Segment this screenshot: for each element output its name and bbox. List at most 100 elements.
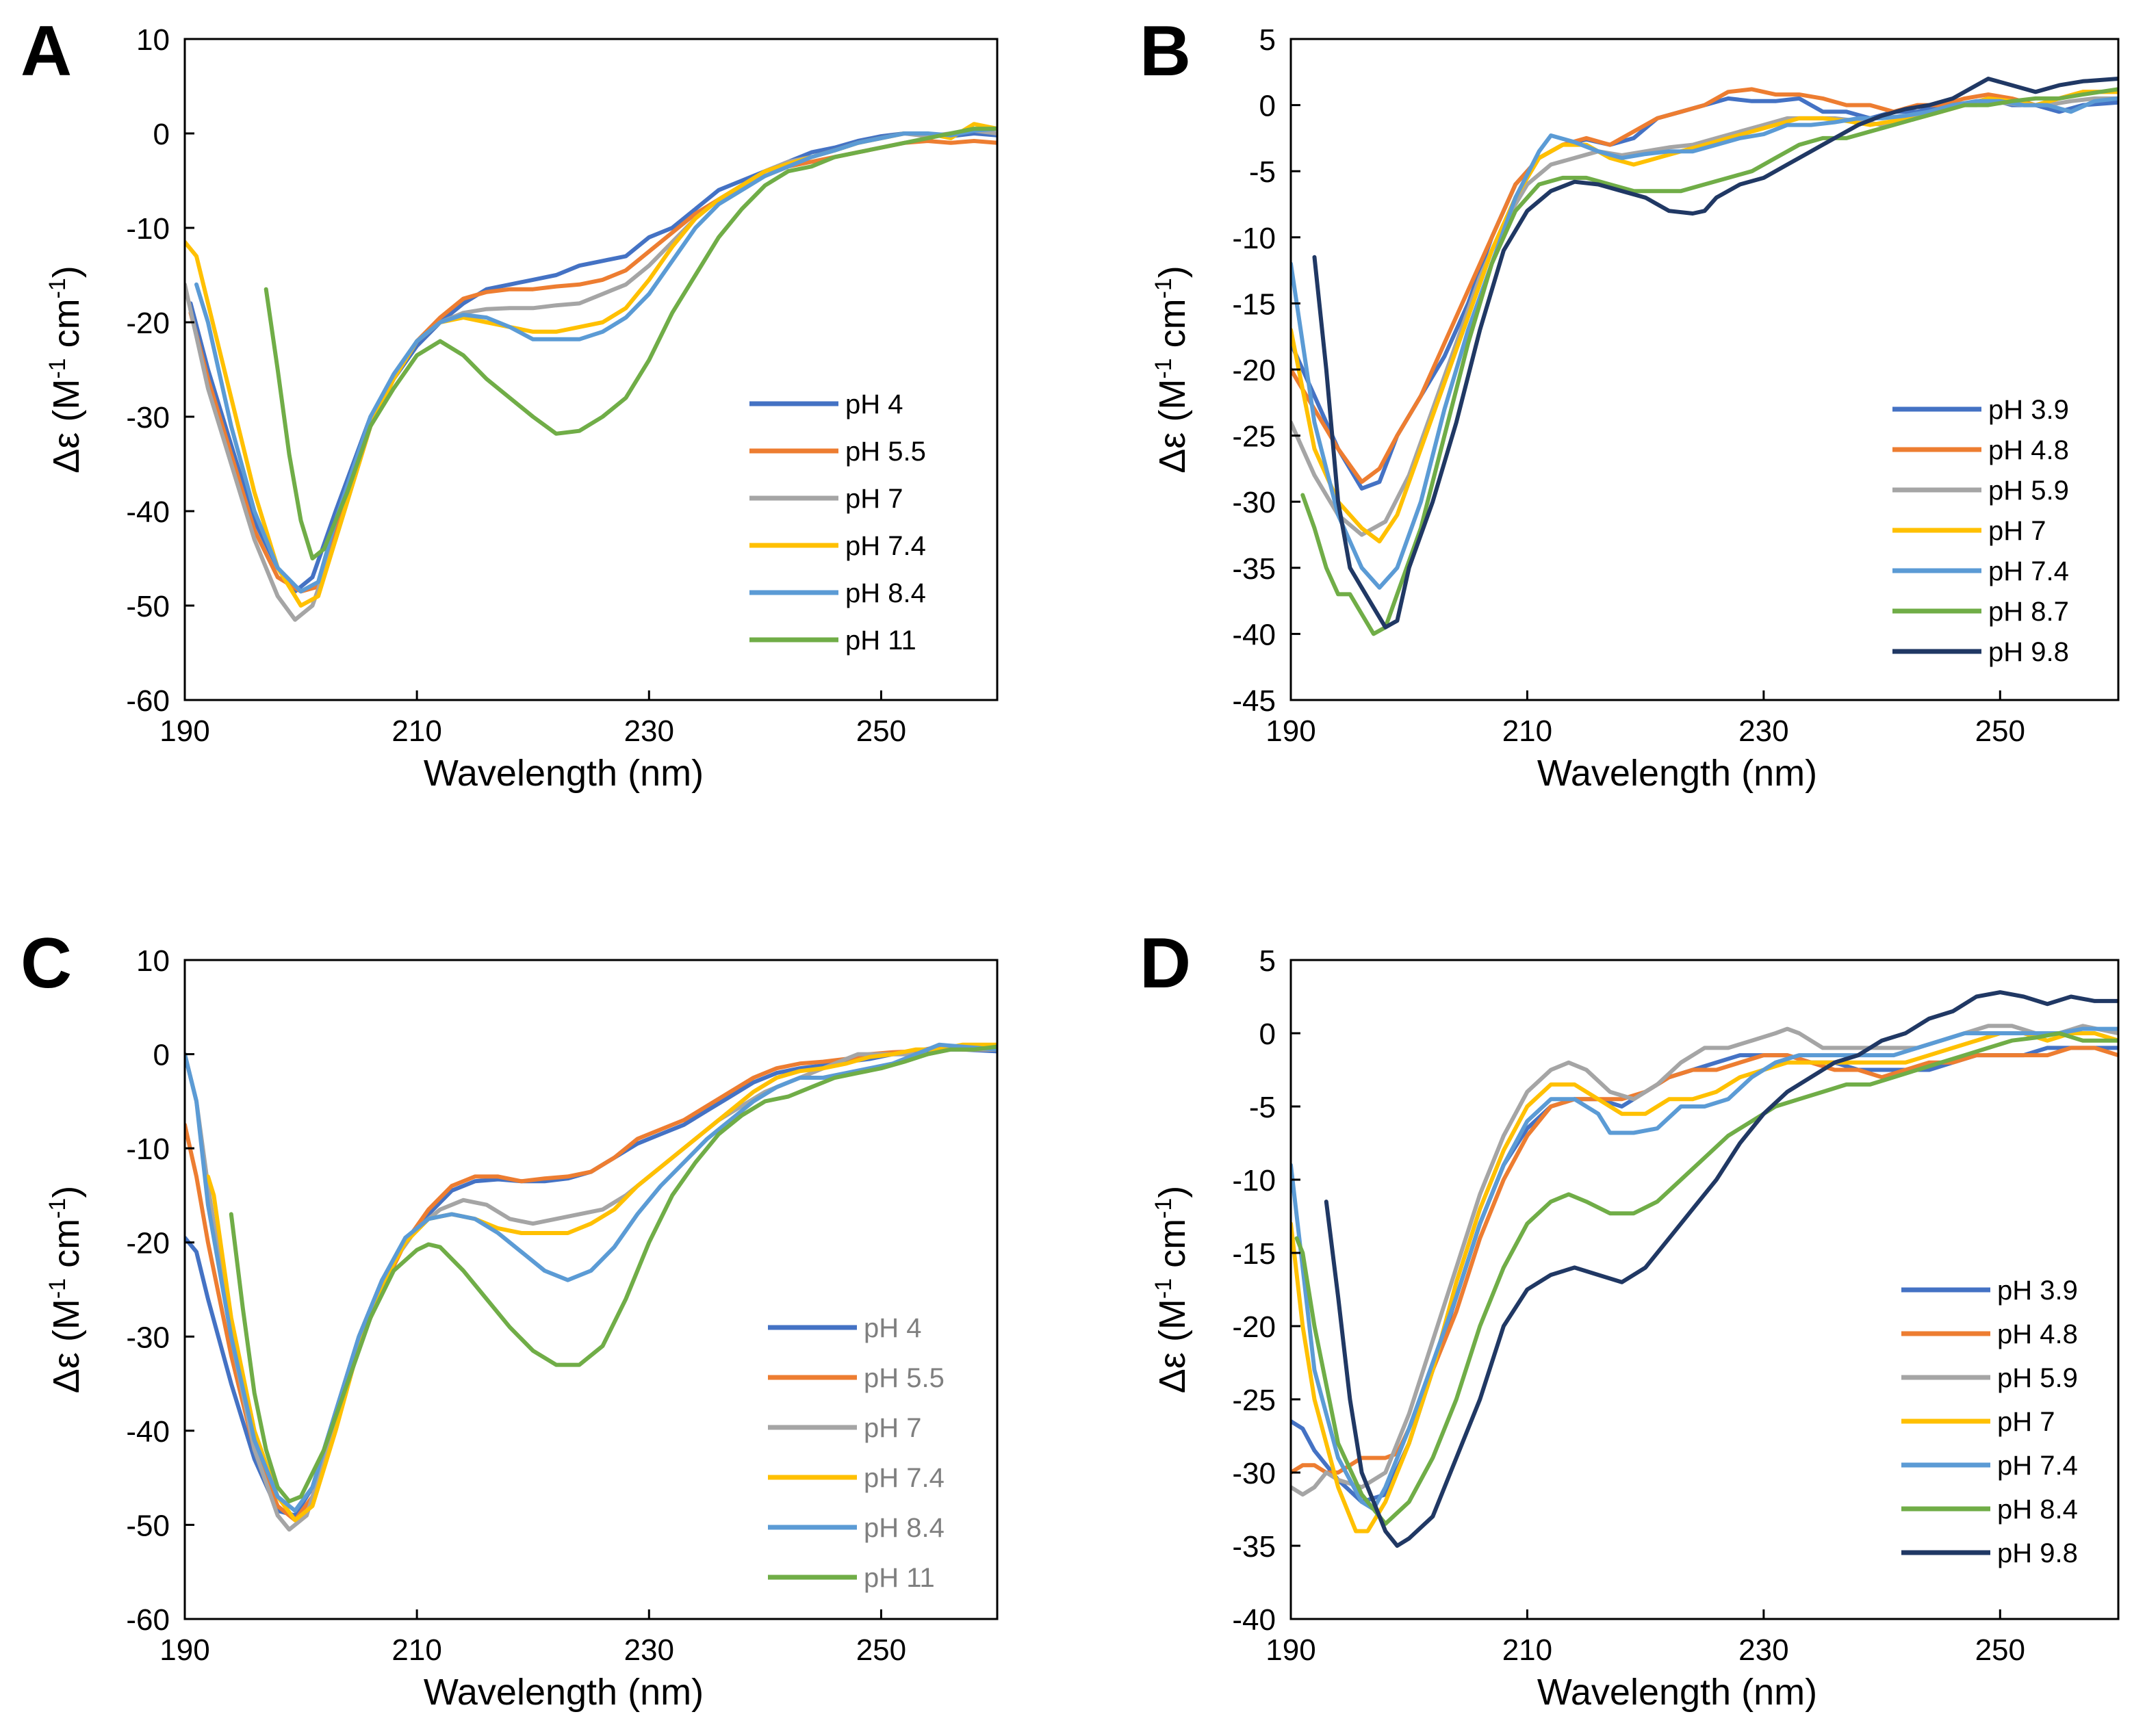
series-line-ph-8_4: [1294, 1031, 2118, 1526]
legend-label: pH 8.4: [1997, 1494, 2078, 1525]
y-axis-label-part: Δε (M: [46, 1299, 87, 1393]
legend-label: pH 7.4: [1988, 556, 2069, 586]
x-tick-label: 230: [1738, 714, 1788, 748]
series-line-ph-8_4: [185, 1042, 997, 1513]
legend-label: pH 11: [864, 1563, 935, 1593]
legend-label: pH 7: [1997, 1407, 2055, 1437]
x-tick-label: 250: [1975, 714, 2025, 748]
legend-label: pH 4: [864, 1313, 922, 1343]
y-tick-label: -40: [1232, 1603, 1276, 1637]
y-axis-label-part: -1: [1151, 278, 1177, 298]
panel-letter: C: [21, 924, 72, 1003]
y-axis-label: Δε (M-1 cm-1): [44, 265, 87, 474]
y-tick-label: -30: [1232, 1457, 1276, 1490]
y-tick-label: -10: [1232, 1164, 1276, 1197]
legend-label: pH 7.4: [864, 1463, 945, 1493]
series-line-ph-7: [1291, 1031, 2118, 1533]
y-tick-label: -45: [1232, 684, 1276, 718]
y-tick-label: 5: [1259, 944, 1276, 978]
legend: pH 3.9 pH 4.8 pH 5.9 pH 7 pH 7.4 pH 8.4 pH 9.8: [1901, 1275, 2078, 1568]
y-tick-label: -20: [126, 1227, 170, 1260]
y-tick-label: -25: [1232, 420, 1276, 454]
y-axis-label-part: cm: [46, 1219, 87, 1278]
legend-label: pH 8.4: [864, 1513, 945, 1543]
y-tick-label: -10: [1232, 222, 1276, 255]
y-tick-label: -40: [126, 1415, 170, 1449]
y-tick-label: -35: [1232, 552, 1276, 586]
y-axis-label-part: -1: [44, 278, 70, 298]
y-tick-label: -20: [126, 307, 170, 340]
series-line-ph-5_5: [188, 139, 997, 594]
series-line-ph-11: [264, 127, 997, 560]
y-axis-label-part: cm: [1152, 298, 1193, 358]
y-axis-label-part: Δε (M: [1152, 1299, 1193, 1393]
x-axis-label: Wavelength (nm): [424, 753, 704, 794]
series-line-ph-7_4: [1291, 1026, 2118, 1512]
plot-frame: [183, 959, 999, 1620]
y-tick-label: -20: [1232, 354, 1276, 387]
legend-label: pH 7: [1988, 516, 2046, 546]
x-axis-label: Wavelength (nm): [1537, 1672, 1817, 1713]
legend-label: pH 3.9: [1988, 395, 2069, 425]
series-line-ph-3_9: [1291, 1046, 2118, 1504]
series-group: [1291, 990, 2118, 1548]
x-tick-label: 190: [1266, 1633, 1315, 1667]
panel-letter: A: [21, 12, 72, 91]
legend-label: pH 4.8: [1997, 1319, 2078, 1349]
y-tick-label: -40: [1232, 618, 1276, 651]
y-axis-label-part: -1: [1151, 1278, 1177, 1299]
y-tick-label: 5: [1259, 23, 1276, 57]
x-tick-label: 210: [391, 1633, 441, 1667]
plot-frame: [1289, 959, 2120, 1620]
x-tick-label: 230: [1738, 1633, 1788, 1667]
x-tick-label: 230: [624, 714, 674, 748]
series-line-ph-9_8: [1324, 990, 2118, 1548]
legend-label: pH 8.4: [845, 578, 926, 608]
panel-letter: D: [1140, 924, 1191, 1003]
x-tick-label: 210: [391, 714, 441, 748]
series-line-ph-7_4: [205, 1042, 997, 1523]
x-tick-label: 210: [1502, 714, 1552, 748]
legend-label: pH 7.4: [845, 531, 926, 561]
legend-label: pH 8.7: [1988, 597, 2069, 627]
legend-label: pH 11: [845, 625, 916, 656]
series-line-ph-3_9: [1291, 96, 2118, 491]
series-line-ph-7: [185, 1047, 997, 1532]
y-axis-label: Δε (M-1 cm-1): [1151, 265, 1193, 474]
series-line-ph-7_4: [1291, 96, 2118, 590]
y-tick-label: -15: [1232, 287, 1276, 321]
legend: pH 4 pH 5.5 pH 7 pH 7.4 pH 8.4 pH 11: [768, 1313, 945, 1593]
y-tick-label: -60: [126, 684, 170, 718]
series-line-ph-7: [1291, 90, 2118, 544]
x-axis-label: Wavelength (nm): [1537, 753, 1817, 794]
legend: pH 4 pH 5.5 pH 7 pH 7.4 pH 8.4 pH 11: [749, 389, 926, 656]
y-axis-label: Δε (M-1 cm-1): [44, 1186, 87, 1394]
series-group: [185, 1042, 997, 1532]
y-tick-label: -10: [126, 1132, 170, 1166]
y-axis-label-part: ): [46, 265, 87, 278]
y-axis-label-part: ): [1152, 1186, 1193, 1198]
y-tick-label: -50: [126, 1509, 170, 1542]
y-axis-label-part: -1: [44, 358, 70, 378]
x-tick-label: 250: [856, 714, 906, 748]
x-tick-label: 250: [1975, 1633, 2025, 1667]
y-tick-label: 0: [153, 1039, 170, 1072]
series-line-ph-11: [229, 1044, 997, 1503]
series-group: [1291, 77, 2118, 636]
series-line-ph-4_8: [1291, 87, 2118, 484]
panel-letter: B: [1140, 12, 1191, 91]
x-tick-label: 210: [1502, 1633, 1552, 1667]
series-line-ph-8_7: [1300, 87, 2118, 636]
series-line-ph-9_8: [1312, 77, 2118, 630]
y-axis-label-part: -1: [44, 1198, 70, 1219]
series-line-ph-5_5: [185, 1044, 997, 1523]
plot-frame: [183, 38, 999, 701]
x-tick-label: 190: [159, 1633, 209, 1667]
legend-label: pH 5.5: [864, 1363, 945, 1393]
x-tick-label: 190: [1266, 714, 1315, 748]
y-tick-label: -30: [126, 401, 170, 435]
legend-label: pH 5.9: [1997, 1363, 2078, 1393]
y-axis-label-part: Δε (M: [46, 379, 87, 474]
legend-label: pH 7: [864, 1413, 922, 1443]
